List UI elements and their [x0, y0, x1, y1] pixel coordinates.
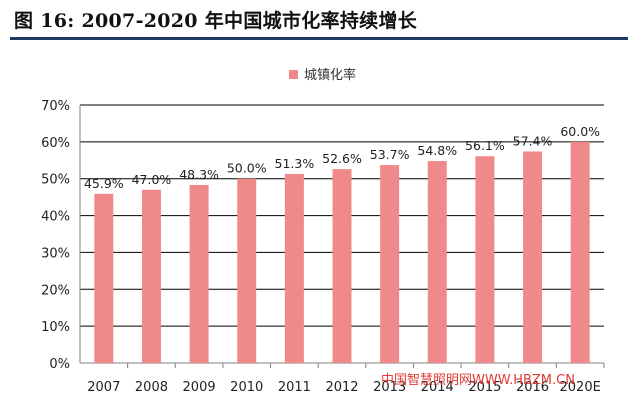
data-label: 50.0%: [227, 161, 267, 176]
bar: [333, 169, 352, 363]
data-label: 48.3%: [179, 167, 219, 182]
watermark: 中国智慧照明网WWW.HBZM.CN: [381, 369, 575, 388]
y-tick-label: 10%: [41, 320, 70, 335]
x-tick-label: 2012: [325, 380, 358, 395]
bar: [380, 165, 399, 363]
y-tick-label: 0%: [49, 357, 70, 372]
legend-label: 城镇化率: [304, 67, 356, 83]
bar: [523, 151, 542, 363]
bar: [285, 174, 304, 363]
y-tick-label: 50%: [41, 173, 70, 188]
data-label: 60.0%: [560, 124, 600, 139]
x-tick-label: 2011: [278, 380, 311, 395]
y-tick-label: 70%: [41, 99, 70, 114]
data-label: 57.4%: [513, 133, 553, 148]
bar: [94, 194, 113, 363]
x-tick-label: 2010: [230, 380, 263, 395]
bar: [142, 190, 161, 363]
x-tick-label: 2009: [183, 380, 216, 395]
bar: [237, 179, 256, 363]
y-tick-label: 40%: [41, 210, 70, 225]
bar-chart: 0% 10% 20% 30% 40% 50% 60% 70% 45.9% 2007 47.0% 200…: [0, 0, 636, 411]
data-label: 52.6%: [322, 151, 362, 166]
data-label: 45.9%: [84, 176, 124, 191]
bar: [475, 156, 494, 363]
data-label: 47.0%: [132, 172, 172, 187]
y-tick-label: 30%: [41, 246, 70, 261]
x-tick-label: 2007: [87, 380, 120, 395]
bar: [571, 142, 590, 363]
data-label: 56.1%: [465, 138, 505, 153]
data-label: 53.7%: [370, 147, 410, 162]
data-label: 54.8%: [417, 143, 457, 158]
bar: [190, 185, 209, 363]
data-label: 51.3%: [275, 156, 315, 171]
y-tick-label: 20%: [41, 283, 70, 298]
x-tick-label: 2008: [135, 380, 168, 395]
bar: [428, 161, 447, 363]
legend-swatch: [289, 70, 298, 79]
y-tick-label: 60%: [41, 136, 70, 151]
